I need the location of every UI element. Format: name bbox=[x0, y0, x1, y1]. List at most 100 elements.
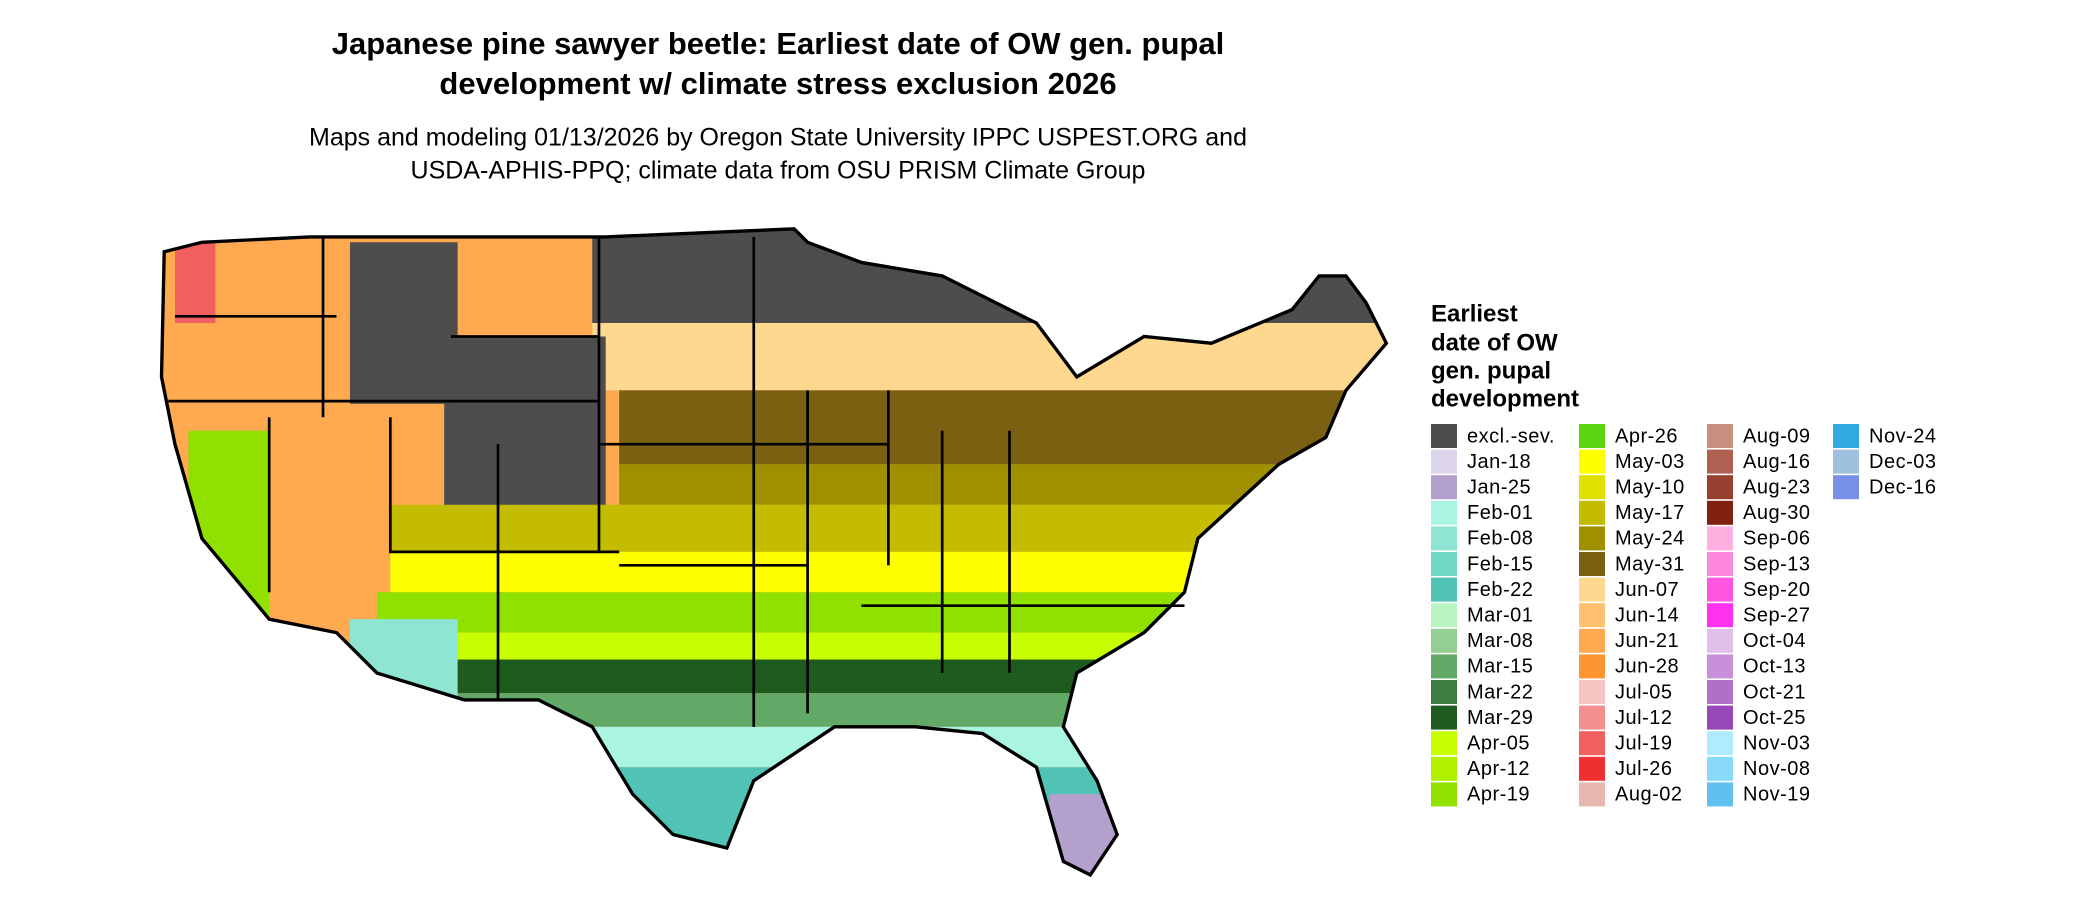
legend-label: Aug-16 bbox=[1743, 451, 1811, 473]
title: Japanese pine sawyer beetle: Earliest da… bbox=[332, 26, 1224, 61]
legend-label: Jul-26 bbox=[1615, 758, 1672, 780]
legend-label: Oct-25 bbox=[1743, 707, 1806, 729]
legend-swatch bbox=[1431, 628, 1457, 653]
legend-label: Jun-21 bbox=[1615, 630, 1679, 652]
legend-label: Aug-30 bbox=[1743, 502, 1811, 524]
legend-label: Apr-26 bbox=[1615, 425, 1678, 447]
legend-swatch bbox=[1707, 782, 1733, 807]
legend-swatch bbox=[1707, 603, 1733, 628]
legend-swatch bbox=[1431, 603, 1457, 628]
legend-swatch bbox=[1431, 500, 1457, 525]
legend-label: May-10 bbox=[1615, 476, 1685, 498]
legend-label: Jul-05 bbox=[1615, 681, 1672, 703]
legend-swatch bbox=[1579, 782, 1605, 807]
legend-label: Nov-03 bbox=[1743, 732, 1810, 754]
legend-label: Nov-08 bbox=[1743, 758, 1810, 780]
legend-swatch bbox=[1579, 424, 1605, 448]
legend-label: Nov-24 bbox=[1869, 425, 1936, 447]
legend-swatch bbox=[1579, 577, 1605, 602]
legend-swatch bbox=[1707, 475, 1733, 500]
legend-label: Oct-04 bbox=[1743, 630, 1806, 652]
legend-swatch bbox=[1707, 756, 1733, 781]
legend-swatch bbox=[1431, 424, 1457, 448]
legend-label: Apr-19 bbox=[1467, 784, 1530, 806]
legend-label: Apr-12 bbox=[1467, 758, 1530, 780]
legend-swatch bbox=[1579, 756, 1605, 781]
legend-swatch bbox=[1579, 654, 1605, 679]
legend-label: Dec-16 bbox=[1869, 476, 1936, 498]
legend-swatch bbox=[1431, 756, 1457, 781]
subtitle: Maps and modeling 01/13/2026 by Oregon S… bbox=[309, 124, 1247, 152]
legend-label: Feb-08 bbox=[1467, 528, 1533, 550]
legend-title: gen. pupal bbox=[1431, 357, 1551, 384]
legend-swatch bbox=[1431, 449, 1457, 474]
legend-swatch bbox=[1579, 526, 1605, 551]
legend-swatch bbox=[1431, 782, 1457, 807]
legend-label: Apr-05 bbox=[1467, 732, 1530, 754]
legend-swatch bbox=[1707, 705, 1733, 730]
legend-swatch bbox=[1707, 731, 1733, 756]
legend-swatch bbox=[1431, 731, 1457, 756]
legend-label: Feb-01 bbox=[1467, 502, 1533, 524]
legend-label: Mar-29 bbox=[1467, 707, 1533, 729]
legend-swatch bbox=[1707, 424, 1733, 448]
legend-label: Jun-14 bbox=[1615, 604, 1679, 626]
legend-label: Aug-23 bbox=[1743, 476, 1811, 498]
legend-label: May-03 bbox=[1615, 451, 1685, 473]
legend-label: Sep-27 bbox=[1743, 604, 1811, 626]
legend-swatch bbox=[1431, 654, 1457, 679]
legend-label: Mar-08 bbox=[1467, 630, 1533, 652]
legend-title: Earliest bbox=[1431, 300, 1518, 327]
subtitle: USDA-APHIS-PPQ; climate data from OSU PR… bbox=[411, 157, 1146, 185]
legend-swatch bbox=[1707, 680, 1733, 704]
legend-label: Feb-22 bbox=[1467, 579, 1533, 601]
legend-swatch bbox=[1431, 680, 1457, 704]
legend-title: date of OW bbox=[1431, 329, 1558, 356]
legend-swatch bbox=[1833, 424, 1859, 448]
legend-swatch bbox=[1579, 731, 1605, 756]
legend-label: Jun-07 bbox=[1615, 579, 1679, 601]
legend-swatch bbox=[1579, 449, 1605, 474]
legend-swatch bbox=[1431, 526, 1457, 551]
title: development w/ climate stress exclusion … bbox=[439, 66, 1116, 101]
legend-swatch bbox=[1707, 552, 1733, 576]
legend-swatch bbox=[1833, 449, 1859, 474]
legend-swatch bbox=[1579, 552, 1605, 576]
legend-swatch bbox=[1707, 654, 1733, 679]
legend-swatch bbox=[1579, 603, 1605, 628]
legend: Earliest date of OW gen. pupal developme… bbox=[1431, 300, 1936, 807]
legend-title: development bbox=[1431, 385, 1579, 412]
legend-swatch bbox=[1579, 680, 1605, 704]
legend-swatch bbox=[1707, 628, 1733, 653]
legend-label: Aug-09 bbox=[1743, 425, 1811, 447]
legend-swatch bbox=[1579, 475, 1605, 500]
legend-swatch bbox=[1431, 552, 1457, 576]
legend-label: Jul-19 bbox=[1615, 732, 1672, 754]
legend-label: Sep-20 bbox=[1743, 579, 1811, 601]
legend-label: excl.-sev. bbox=[1467, 425, 1555, 447]
legend-label: Sep-06 bbox=[1743, 528, 1811, 550]
legend-label: May-31 bbox=[1615, 553, 1685, 575]
legend-swatch bbox=[1431, 705, 1457, 730]
map bbox=[159, 227, 1389, 878]
legend-label: Jun-28 bbox=[1615, 656, 1679, 678]
legend-label: Oct-21 bbox=[1743, 681, 1806, 703]
legend-label: Mar-01 bbox=[1467, 604, 1533, 626]
legend-swatch bbox=[1707, 449, 1733, 474]
legend-label: May-17 bbox=[1615, 502, 1685, 524]
legend-label: May-24 bbox=[1615, 528, 1685, 550]
legend-label: Dec-03 bbox=[1869, 451, 1936, 473]
legend-swatch bbox=[1707, 577, 1733, 602]
legend-label: Nov-19 bbox=[1743, 784, 1810, 806]
legend-label: Feb-15 bbox=[1467, 553, 1533, 575]
legend-swatch bbox=[1579, 705, 1605, 730]
legend-label: Jul-12 bbox=[1615, 707, 1672, 729]
legend-label: Aug-02 bbox=[1615, 784, 1683, 806]
legend-label: Jan-18 bbox=[1467, 451, 1531, 473]
legend-label: Mar-15 bbox=[1467, 656, 1533, 678]
legend-swatch bbox=[1707, 526, 1733, 551]
legend-label: Mar-22 bbox=[1467, 681, 1533, 703]
legend-label: Sep-13 bbox=[1743, 553, 1811, 575]
legend-swatch bbox=[1579, 500, 1605, 525]
